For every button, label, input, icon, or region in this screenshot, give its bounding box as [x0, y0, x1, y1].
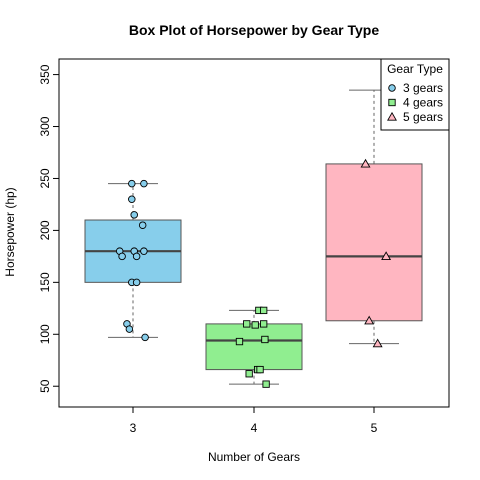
data-point — [132, 252, 141, 261]
data-point — [140, 247, 148, 255]
x-tick-label: 5 — [371, 421, 378, 435]
data-point — [256, 365, 264, 374]
data-point — [130, 211, 138, 219]
box-body — [205, 323, 303, 371]
data-point — [235, 337, 244, 346]
data-point — [243, 320, 251, 328]
plot-frame — [58, 58, 450, 408]
data-point — [141, 333, 149, 342]
y-tick-label: 250 — [38, 168, 52, 188]
data-point — [260, 320, 268, 328]
legend-entry: 4 gears — [403, 96, 443, 110]
legend-marker — [388, 84, 396, 92]
legend-marker — [388, 98, 396, 107]
data-point — [140, 179, 148, 188]
x-tick-label: 3 — [130, 421, 137, 435]
data-point — [381, 251, 392, 260]
points-group — [235, 306, 270, 388]
data-point — [251, 321, 259, 329]
data-point — [364, 315, 375, 325]
y-tick-label: 50 — [38, 379, 52, 393]
x-tick-label: 4 — [251, 421, 258, 435]
points-group — [115, 179, 149, 342]
box-group — [325, 89, 423, 345]
box-group — [205, 309, 303, 385]
data-point — [128, 179, 136, 188]
box-body — [325, 163, 423, 322]
y-tick-label: 300 — [38, 116, 52, 136]
legend-marker — [387, 111, 397, 121]
data-point — [245, 370, 253, 378]
y-axis-label: Horsepower (hp) — [3, 187, 17, 276]
data-point — [138, 221, 147, 229]
legend-entry: 3 gears — [403, 81, 443, 95]
y-tick-label: 100 — [38, 324, 52, 344]
box-group — [84, 183, 182, 338]
x-axis-label: Number of Gears — [208, 450, 300, 464]
chart-title: Box Plot of Horsepower by Gear Type — [129, 22, 379, 38]
plot-area: 50 100 150 200 250 300 350 3 4 5 — [38, 64, 423, 435]
data-point — [262, 380, 270, 388]
y-tick-label: 150 — [38, 272, 52, 292]
data-point — [372, 338, 383, 348]
legend-entry: 5 gears — [403, 110, 443, 124]
x-axis: 3 4 5 — [130, 407, 378, 435]
legend-title: Gear Type — [387, 62, 443, 76]
data-point — [125, 325, 134, 333]
y-tick-label: 200 — [38, 220, 52, 240]
data-point — [360, 158, 371, 168]
data-point — [261, 335, 269, 344]
data-point — [132, 278, 141, 287]
y-axis: 50 100 150 200 250 300 350 — [38, 64, 60, 393]
data-point — [128, 195, 136, 203]
y-tick-label: 350 — [38, 64, 52, 84]
data-point — [118, 252, 126, 261]
data-point — [260, 306, 268, 315]
